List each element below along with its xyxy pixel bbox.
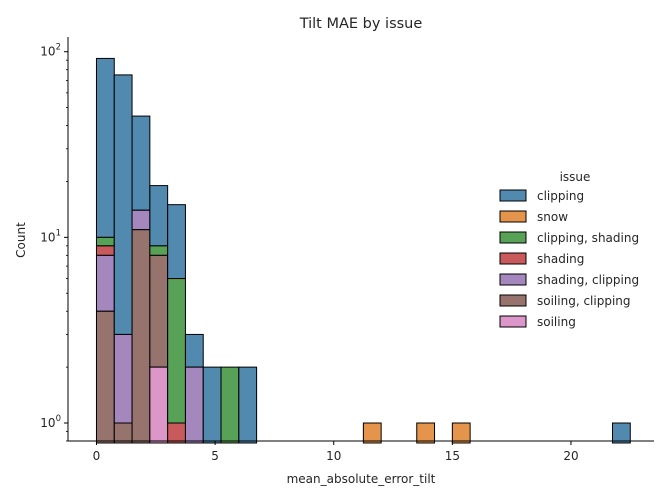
legend-swatch — [499, 210, 527, 223]
bar-segment-clipping — [611, 422, 631, 444]
legend-swatch — [499, 273, 527, 286]
bar-segment-snow — [451, 422, 471, 444]
y-axis-label: Count — [14, 222, 28, 258]
bar-segment-clipping-shading — [167, 278, 186, 424]
bar-segment-clipping — [238, 366, 258, 444]
bar-segment-shading-clipping — [95, 254, 115, 312]
legend-swatch — [499, 315, 527, 328]
bar-segment-snow — [362, 422, 382, 444]
axes-group — [67, 37, 654, 442]
x-tick-label: 10 — [326, 449, 341, 463]
bar-segment-soiling — [149, 366, 169, 444]
y-tick-label: 100 — [40, 414, 61, 430]
bar-segment-shading-clipping — [113, 333, 133, 424]
x-tick-label: 15 — [445, 449, 460, 463]
legend-label: clipping — [537, 189, 584, 203]
legend-label: soiling, clipping — [537, 294, 631, 308]
bar-segment-clipping — [184, 333, 204, 368]
bar-segment-clipping-shading — [220, 366, 240, 444]
bar-segment-snow — [416, 422, 436, 444]
bar-segment-soiling-clipping — [149, 254, 169, 368]
bar-segment-soiling-clipping — [131, 229, 151, 444]
bar-segment-soiling-clipping — [113, 422, 133, 444]
legend-label: shading — [537, 252, 584, 266]
bar-segment-shading-clipping — [184, 366, 204, 444]
bar-segment-shading-clipping — [131, 209, 151, 231]
bar-segment-shading — [95, 245, 115, 256]
bar-segment-clipping — [167, 204, 186, 280]
x-tick-label: 20 — [563, 449, 578, 463]
bar-segment-clipping — [149, 185, 169, 247]
bar-segment-clipping-shading — [95, 236, 115, 247]
bar-segment-clipping — [131, 115, 151, 211]
legend-swatch — [499, 231, 527, 244]
legend-label: soiling — [537, 315, 576, 329]
x-axis-label: mean_absolute_error_tilt — [287, 472, 436, 486]
legend-label: clipping, shading — [537, 231, 639, 245]
legend-swatch — [499, 189, 527, 202]
legend-label: shading, clipping — [537, 273, 639, 287]
bar-segment-clipping — [202, 366, 222, 444]
bar-segment-clipping-shading — [149, 245, 169, 256]
legend-swatch — [499, 252, 527, 265]
bar-segment-clipping — [95, 57, 115, 238]
legend-swatch — [499, 294, 527, 307]
legend-title: issue — [560, 170, 591, 184]
legend: issue clipping snow clipping, shading shadi… — [499, 170, 639, 329]
bar-segment-shading — [167, 422, 186, 444]
x-ticks: 0 5 10 15 20 — [93, 441, 579, 463]
bar-segment-soiling-clipping — [95, 310, 115, 444]
chart-title: Tilt MAE by issue — [299, 16, 423, 32]
bars-group — [95, 57, 631, 444]
bar-segment-clipping — [113, 74, 133, 335]
y-tick-label: 101 — [40, 228, 61, 244]
x-tick-label: 0 — [93, 449, 101, 463]
legend-label: snow — [537, 210, 568, 224]
y-ticks: 100 101 102 — [40, 43, 68, 442]
y-tick-label: 102 — [40, 43, 61, 59]
x-tick-label: 5 — [211, 449, 219, 463]
